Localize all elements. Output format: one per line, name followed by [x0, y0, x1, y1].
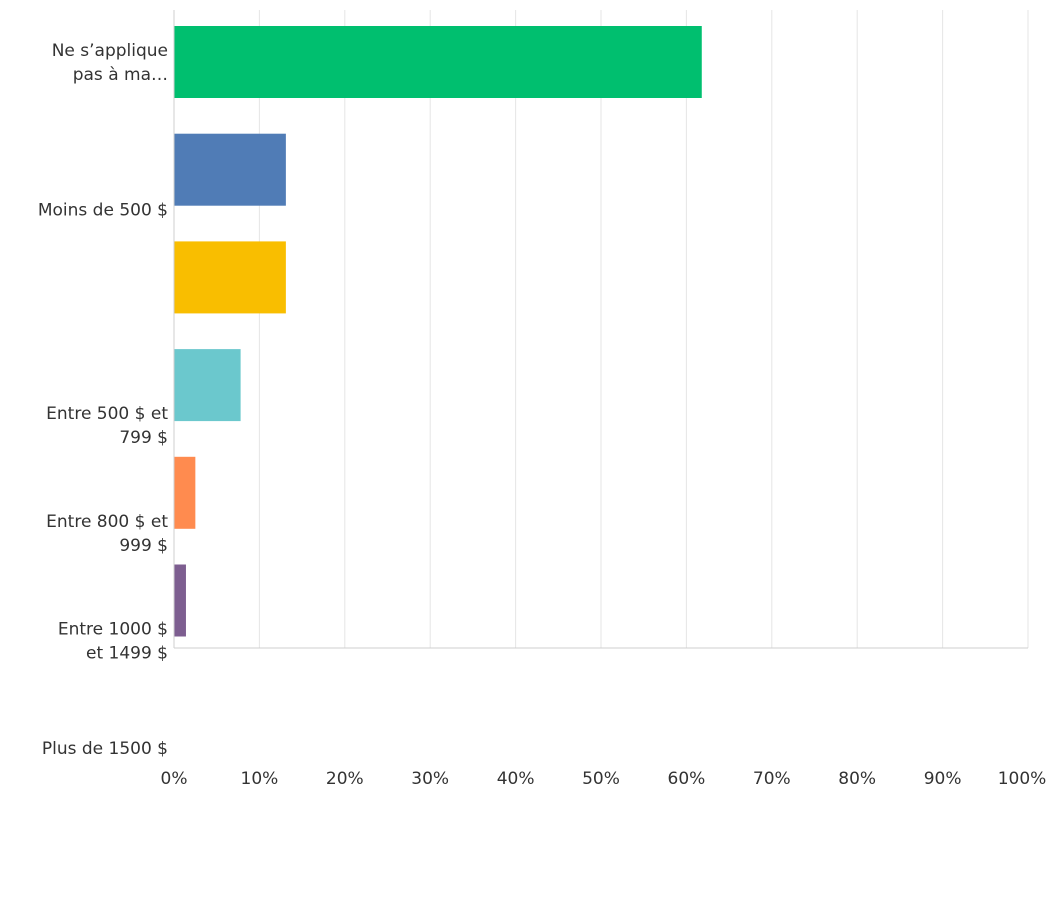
bar: [174, 241, 286, 314]
grid-lines: [174, 10, 1029, 649]
category-label: Entre 800 $ et: [46, 512, 168, 532]
bar: [174, 456, 196, 529]
x-tick-labels: 0% 10% 20% 30% 40% 50% 60% 70% 80% 90% 100%: [161, 769, 1047, 789]
bars: [174, 26, 702, 637]
bar: [174, 349, 241, 422]
x-tick-label: 0%: [161, 769, 188, 789]
category-label: Ne s’applique: [52, 41, 168, 61]
bar: [174, 26, 702, 98]
x-tick-label: 100%: [998, 769, 1047, 789]
x-tick-label: 20%: [326, 769, 364, 789]
x-tick-label: 90%: [924, 769, 962, 789]
bar: [174, 564, 186, 637]
category-label: Plus de 1500 $: [42, 739, 168, 759]
category-label: 999 $: [119, 536, 168, 556]
category-label: Moins de 500 $: [38, 201, 168, 221]
x-tick-label: 10%: [241, 769, 279, 789]
x-tick-label: 50%: [582, 769, 620, 789]
category-label: Entre 1000 $: [58, 620, 168, 640]
category-label: pas à ma…: [73, 65, 168, 85]
category-label: Entre 500 $ et: [46, 404, 168, 424]
x-tick-label: 40%: [497, 769, 535, 789]
category-labels: Ne s’applique pas à ma… Moins de 500 $ Entr…: [38, 41, 168, 759]
x-tick-label: 30%: [411, 769, 449, 789]
x-tick-label: 80%: [838, 769, 876, 789]
bar: [174, 133, 286, 206]
category-label: 799 $: [119, 428, 168, 448]
x-tick-label: 70%: [753, 769, 791, 789]
x-tick-label: 60%: [668, 769, 706, 789]
category-label: et 1499 $: [86, 644, 168, 664]
